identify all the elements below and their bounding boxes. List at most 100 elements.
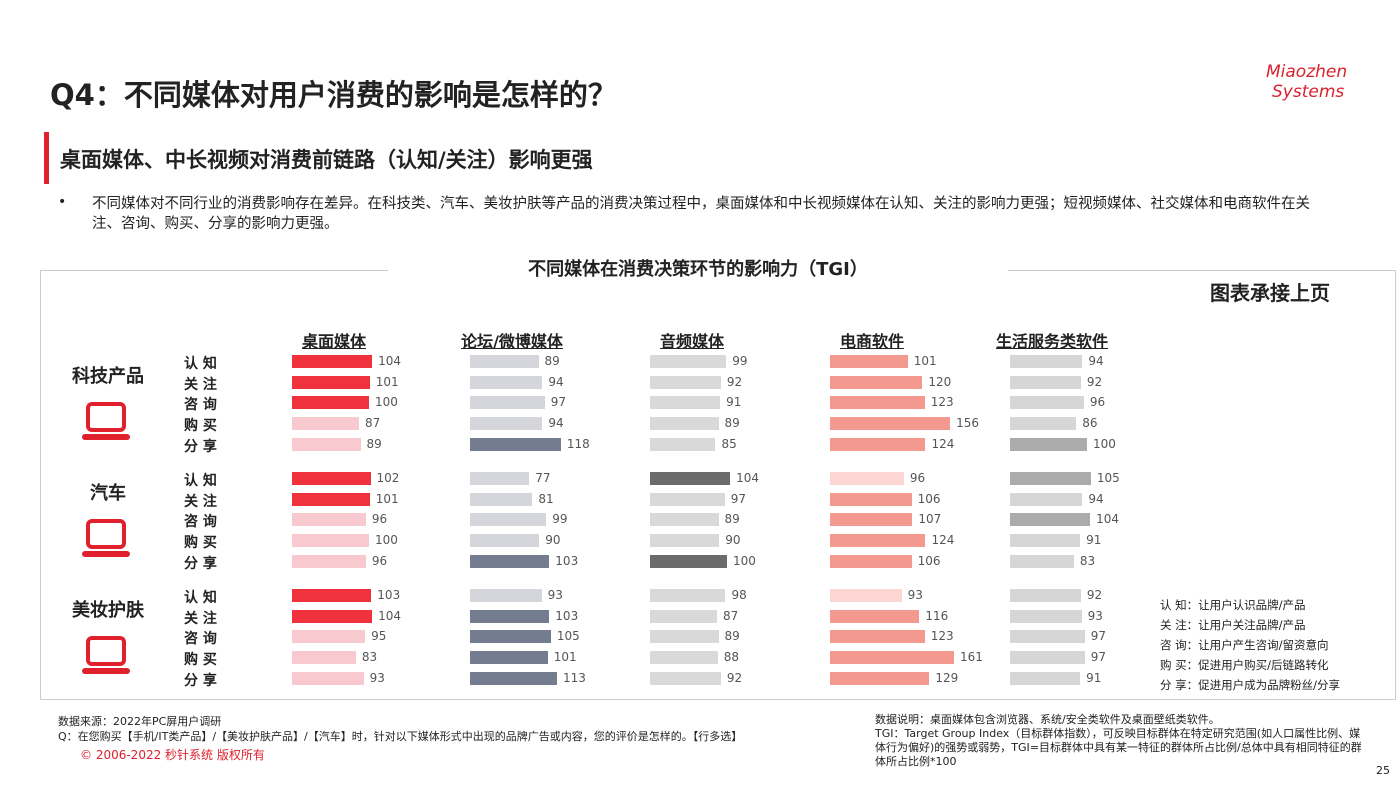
bar	[470, 630, 551, 644]
value-label: 92	[1086, 588, 1103, 602]
bullet: 不同媒体对不同行业的消费影响存在差异。在科技类、汽车、美妆护肤等产品的消费决策过…	[92, 196, 1310, 232]
stage-label: 认 知	[184, 590, 217, 606]
bar	[650, 609, 717, 623]
value-label: 94	[548, 416, 564, 431]
bar	[470, 472, 530, 485]
bar	[650, 671, 721, 685]
value-label: 99	[552, 512, 568, 527]
notes: 数据说明：桌面媒体包含浏览器、系统/安全类软件及桌面壁纸类软件。 TGI：Targ…	[875, 713, 1370, 769]
value-label: 100	[375, 395, 398, 410]
bar	[830, 437, 926, 451]
bar	[650, 355, 727, 368]
value-label: 97	[730, 491, 746, 506]
value-label: 106	[917, 553, 941, 568]
bar	[292, 492, 370, 506]
bar	[292, 534, 369, 548]
value-label: 90	[545, 533, 561, 548]
value-label: 89	[544, 354, 560, 368]
bar	[830, 609, 920, 623]
definition: 购 买：促进用户购买/后链路转化	[1160, 658, 1329, 672]
bar	[1010, 375, 1081, 389]
stage-label: 咨 询	[184, 514, 217, 531]
value-label: 83	[361, 650, 378, 665]
value-label: 120	[928, 374, 952, 389]
bar	[292, 630, 366, 644]
value-label: 88	[723, 650, 740, 665]
value-label: 104	[378, 608, 401, 623]
page-number: 25	[1376, 764, 1390, 777]
bar	[1010, 355, 1083, 368]
bar	[470, 534, 540, 548]
subtitle: 桌面媒体、中长视频对消费前链路（认知/关注）影响更强	[60, 148, 593, 172]
value-label: 123	[930, 395, 954, 410]
chart-title: 不同媒体在消费决策环节的影响力（TGI）	[388, 256, 1008, 284]
stage-label: 关 注	[184, 610, 217, 627]
bar	[1010, 630, 1085, 644]
bar	[292, 375, 370, 389]
media-header: 论坛/微博媒体	[461, 332, 563, 351]
value-label: 87	[364, 416, 381, 431]
value-label: 87	[722, 608, 739, 623]
title: Q4：不同媒体对用户消费的影响是怎样的？	[50, 78, 617, 112]
value-label: 124	[931, 533, 955, 548]
bar	[650, 651, 718, 665]
value-label: 93	[1087, 608, 1103, 623]
value-label: 107	[918, 512, 942, 527]
bar	[470, 671, 557, 685]
bar	[830, 472, 904, 485]
value-label: 97	[1090, 650, 1106, 665]
bar	[1010, 651, 1085, 665]
media-header: 桌面媒体	[301, 332, 367, 351]
source: 数据来源：2022年PC屏用户调研	[58, 715, 222, 728]
bar	[1010, 534, 1081, 548]
bar	[292, 554, 366, 568]
bar	[1010, 671, 1081, 685]
value-label: 77	[535, 471, 551, 485]
stage-label: 购 买	[184, 418, 217, 435]
value-label: 100	[375, 533, 398, 548]
logo: Miaozhen Systems	[1266, 62, 1347, 102]
stage-label: 咨 询	[184, 631, 217, 648]
value-label: 93	[907, 588, 923, 602]
bar	[830, 651, 954, 665]
value-label: 86	[1082, 416, 1098, 431]
value-label: 96	[371, 512, 388, 527]
bar	[292, 355, 373, 368]
stage-label: 认 知	[184, 473, 217, 489]
value-label: 105	[1096, 471, 1120, 485]
bar	[830, 554, 912, 568]
value-label: 105	[556, 629, 580, 644]
bar	[650, 472, 731, 485]
value-label: 92	[726, 670, 743, 685]
bar	[470, 375, 543, 389]
value-label: 161	[959, 650, 983, 665]
bar	[830, 417, 951, 431]
value-label: 104	[378, 354, 401, 368]
value-label: 91	[1086, 670, 1102, 685]
value-label: 101	[375, 374, 399, 389]
value-label: 97	[1090, 629, 1106, 644]
value-label: 89	[724, 416, 740, 431]
icon-base	[82, 434, 130, 440]
bar	[650, 437, 716, 451]
bar	[650, 375, 721, 389]
value-label: 96	[371, 553, 388, 568]
value-label: 100	[1093, 436, 1116, 451]
bar	[470, 396, 545, 410]
bar	[470, 589, 542, 602]
bar	[650, 630, 719, 644]
bar	[470, 609, 550, 623]
question: Q：在您购买【手机/IT类产品】/【美妆护肤产品】/【汽车】时，针对以下媒体形式…	[58, 730, 743, 743]
bar	[1010, 417, 1077, 431]
value-label: 83	[1079, 553, 1096, 568]
bar	[292, 651, 356, 665]
bar	[830, 513, 913, 527]
bar	[650, 554, 727, 568]
bar	[1010, 472, 1091, 485]
bar	[650, 417, 719, 431]
value-label: 89	[366, 436, 382, 451]
value-label: 116	[925, 608, 949, 623]
bar	[470, 417, 543, 431]
value-label: 96	[909, 471, 926, 485]
bar	[830, 375, 923, 389]
